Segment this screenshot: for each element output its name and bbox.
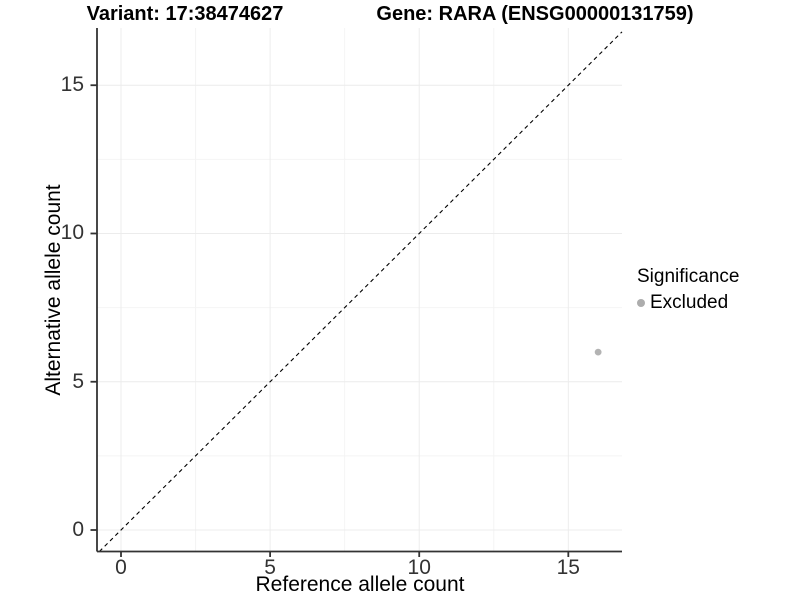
plot-title-variant: Variant: 17:38474627 [86,3,284,25]
identity-line [98,31,623,552]
y-tick-label: 15 [60,73,84,97]
legend-entry-excluded: Excluded [637,292,739,314]
y-tick-label: 10 [60,221,84,245]
x-tick-label: 0 [115,556,127,579]
y-tick-label: 0 [72,518,84,541]
legend-title: Significance [637,266,740,287]
x-axis-title: Reference allele count [255,573,465,596]
x-tick-label: 10 [407,556,431,579]
x-tick-label: 15 [556,556,580,579]
legend-point-icon [637,299,645,307]
legend: Significance Excluded [637,266,739,314]
y-axis-title: Alternative allele count [42,184,65,396]
plot-title-gene: Gene: RARA (ENSG00000131759) [376,3,694,25]
y-tick-label: 5 [72,369,84,393]
data-point [594,348,602,356]
legend-entry-label: Excluded [650,292,729,313]
x-tick-label: 5 [264,556,276,579]
